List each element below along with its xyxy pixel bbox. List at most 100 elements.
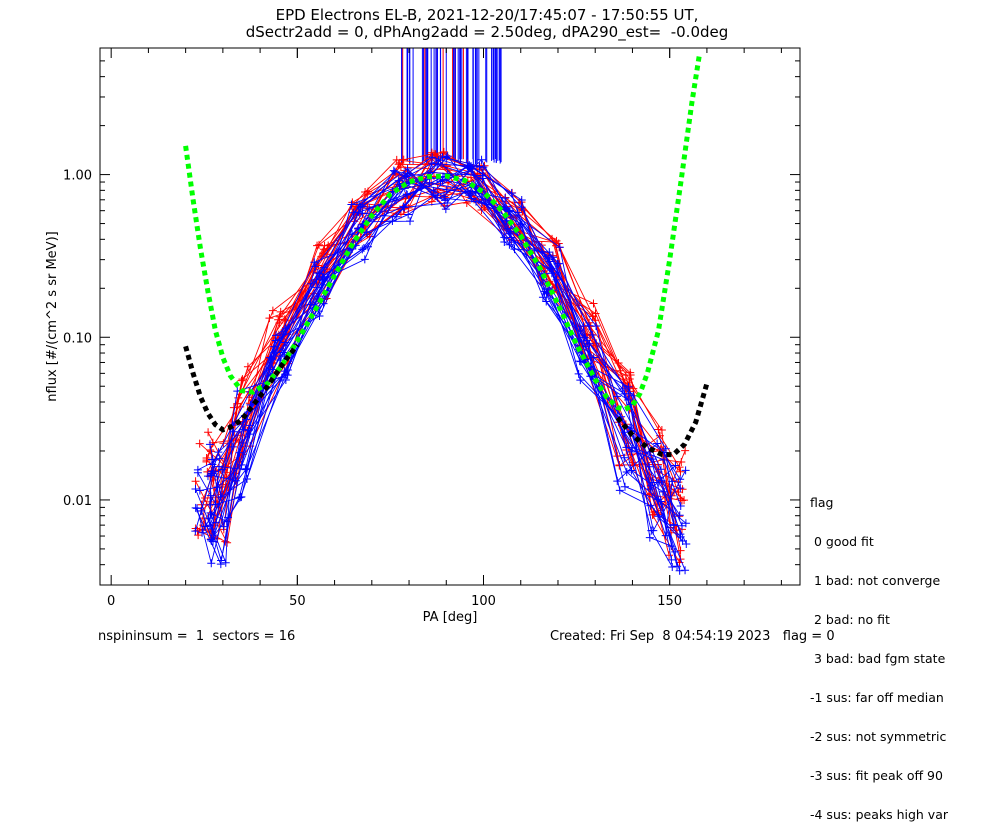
red-data-point: [665, 551, 674, 560]
red-data-point: [589, 299, 598, 308]
red-data-point: [195, 439, 204, 448]
blue-data-point: [546, 263, 555, 272]
red-data-point: [202, 457, 211, 466]
red-data-point: [392, 155, 401, 164]
flag-legend: flag 0 good fit 1 bad: not converge 2 ba…: [810, 470, 948, 834]
blue-data-point: [406, 217, 415, 226]
black-fit-curve: [615, 382, 710, 458]
blue-sweep: [207, 153, 682, 571]
blue-data-point: [678, 537, 687, 546]
blue-data-point: [612, 392, 621, 401]
blue-data-point: [389, 166, 398, 175]
red-data-point: [518, 206, 527, 215]
blue-data-point: [434, 156, 443, 165]
blue-data-point: [443, 152, 452, 161]
legend-item: -3 sus: fit peak off 90: [810, 768, 943, 783]
blue-data-point: [349, 208, 358, 217]
blue-data-point: [205, 500, 214, 509]
red-data-point: [552, 241, 561, 250]
blue-data-point: [501, 194, 510, 203]
plot-frame: [99, 47, 801, 586]
x-tick-label: 0: [107, 594, 115, 609]
blue-data-point: [213, 483, 222, 492]
blue-data-point: [658, 487, 667, 496]
blue-sweep: [191, 156, 687, 546]
red-data-point: [433, 185, 442, 194]
blue-data-point: [315, 311, 324, 320]
footer-created-info: Created: Fri Sep 8 04:54:19 2023 flag = …: [550, 629, 835, 644]
blue-data-point: [311, 262, 320, 271]
red-data-point: [348, 198, 357, 207]
blue-data-point: [315, 269, 324, 278]
blue-data-point: [648, 478, 657, 487]
blue-data-point: [310, 258, 319, 267]
blue-data-point: [217, 492, 226, 501]
blue-data-point: [668, 563, 677, 572]
blue-data-point: [205, 440, 214, 449]
blue-data-point: [622, 468, 631, 477]
pitch-angle-chart: 0 50 100 150 0.01 0.10 1.00 PA [deg] nflux [#/(c…: [45, 47, 801, 625]
blue-data-point: [191, 527, 200, 536]
blue-data-point: [438, 176, 447, 185]
blue-data-point: [245, 430, 254, 439]
blue-data-point: [442, 185, 451, 194]
blue-data-point: [362, 228, 371, 237]
blue-data-point: [281, 338, 290, 347]
blue-data-point: [505, 229, 514, 238]
blue-data-point: [191, 484, 200, 493]
blue-data-point: [681, 466, 690, 475]
blue-data-point: [281, 375, 290, 384]
blue-data-point: [193, 465, 202, 474]
footer-sector-info: nspininsum = 1 sectors = 16: [98, 629, 296, 644]
blue-data-point: [472, 197, 481, 206]
blue-data-point: [500, 233, 509, 242]
blue-data-point: [653, 439, 662, 448]
blue-data-point: [517, 220, 526, 229]
red-data-point: [238, 375, 247, 384]
green-fit-curve: [183, 53, 702, 413]
blue-data-point: [237, 492, 246, 501]
blue-data-point: [477, 155, 486, 164]
blue-data-point: [513, 208, 522, 217]
blue-data-point: [676, 502, 685, 511]
blue-data-point: [479, 163, 488, 172]
blue-data-point: [207, 559, 216, 568]
blue-data-point: [197, 506, 206, 515]
blue-data-point: [579, 321, 588, 330]
red-data-point: [204, 428, 213, 437]
blue-data-point: [319, 276, 328, 285]
red-sweep: [201, 155, 686, 505]
blue-data-point: [399, 202, 408, 211]
blue-data-point: [549, 253, 558, 262]
blue-data-point: [475, 162, 484, 171]
red-data-point: [191, 477, 200, 486]
blue-data-point: [592, 321, 601, 330]
blue-data-point: [283, 371, 292, 380]
blue-data-point: [467, 194, 476, 203]
blue-data-point: [356, 202, 365, 211]
blue-data-point: [645, 533, 654, 542]
x-tick-label: 100: [471, 594, 496, 609]
blue-data-point: [615, 486, 624, 495]
red-data-point: [677, 496, 686, 505]
blue-sweep: [193, 152, 685, 568]
blue-data-point: [676, 532, 685, 541]
blue-data-point: [673, 562, 682, 571]
legend-item: -2 sus: not symmetric: [810, 729, 947, 744]
blue-data-point: [554, 259, 563, 268]
y-tick-label: 0.10: [63, 331, 92, 346]
blue-data-point: [538, 293, 547, 302]
blue-sweep: [191, 179, 687, 569]
blue-data-point: [439, 192, 448, 201]
blue-data-point: [678, 521, 687, 530]
blue-data-point: [622, 443, 631, 452]
blue-data-point: [268, 365, 277, 374]
blue-sweep: [205, 168, 684, 575]
blue-data-point: [552, 275, 561, 284]
blue-data-point: [661, 444, 670, 453]
blue-data-point: [221, 558, 230, 567]
blue-data-point: [215, 454, 224, 463]
red-data-point: [439, 149, 448, 158]
blue-data-point: [193, 504, 202, 513]
blue-data-point: [676, 484, 685, 493]
